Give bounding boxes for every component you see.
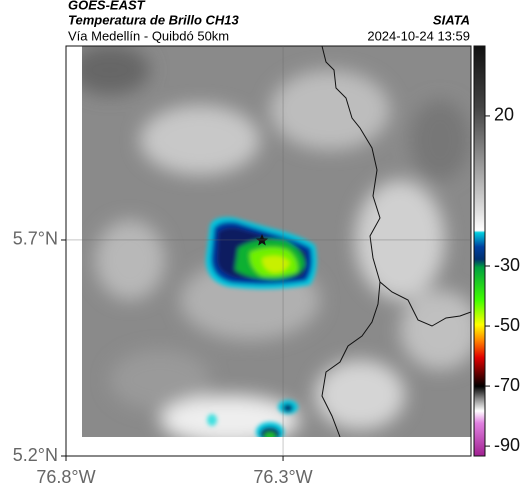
source: GOES-EAST <box>68 0 146 12</box>
colorbar-tick-label: -70 <box>494 375 520 395</box>
y-tick-label: 5.7°N <box>13 229 58 249</box>
colorbar-tick-label: -50 <box>494 315 520 335</box>
colorbar-tick-label: -30 <box>494 255 520 275</box>
agency: SIATA <box>433 12 470 27</box>
y-tick-label: 5.2°N <box>13 445 58 465</box>
map-frame <box>65 45 472 457</box>
product: Temperatura de Brillo CH13 <box>68 12 240 27</box>
route: Vía Medellín - Quibdó 50km <box>68 28 229 43</box>
timestamp: 2024-10-24 13:59 <box>367 28 470 43</box>
satellite-image <box>82 46 471 437</box>
x-tick-label: 76.8°W <box>36 467 95 487</box>
x-tick-label: 76.3°W <box>253 467 312 487</box>
colorbar <box>473 45 486 457</box>
colorbar-tick-label: -90 <box>494 435 520 455</box>
colorbar-tick-label: 20 <box>494 105 514 125</box>
